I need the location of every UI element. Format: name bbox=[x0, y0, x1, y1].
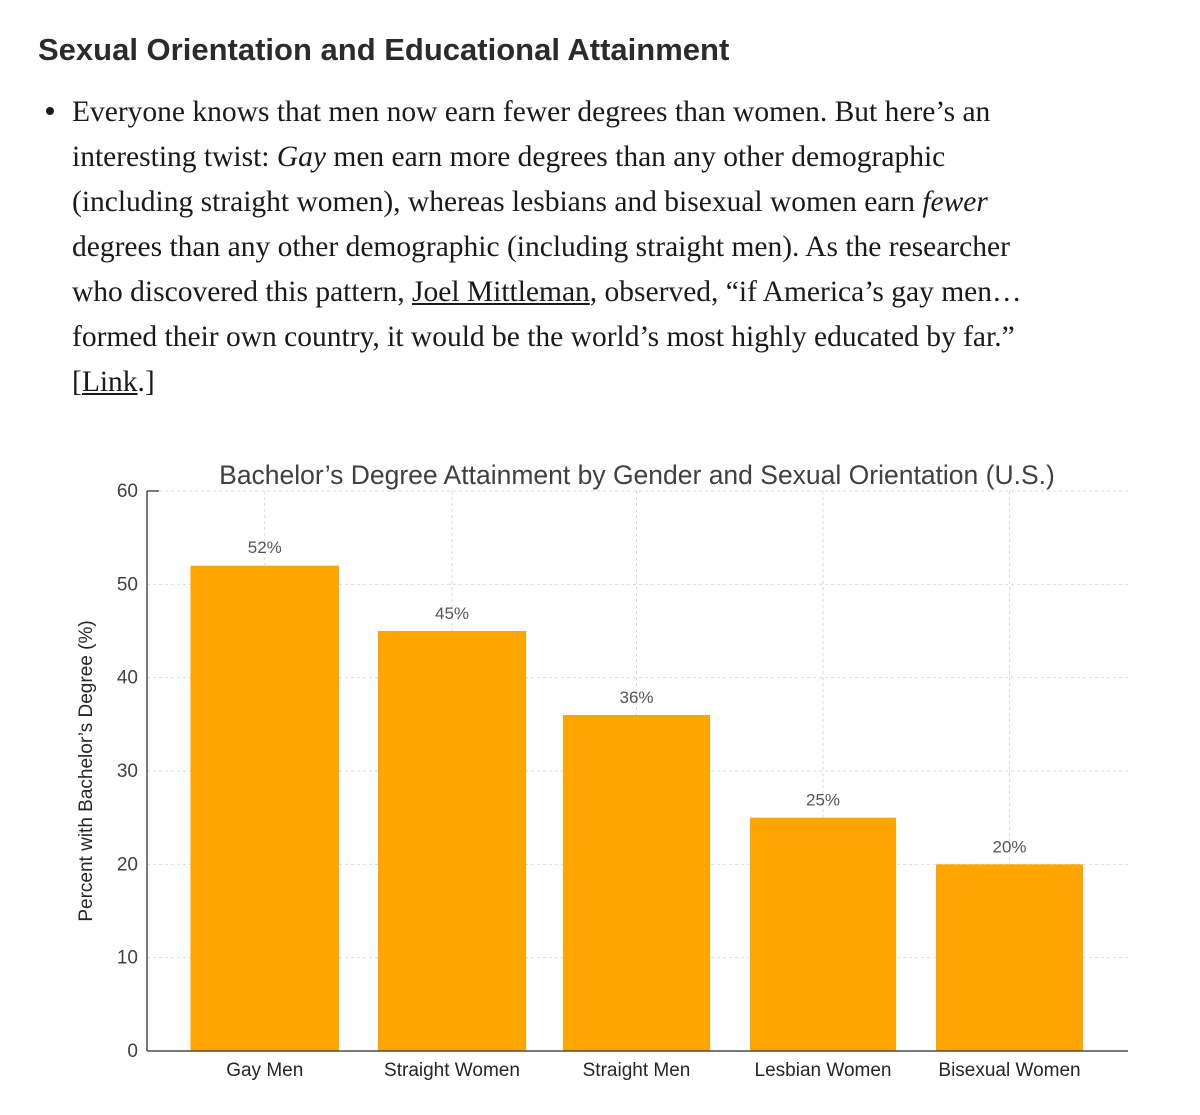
svg-text:36%: 36% bbox=[619, 688, 653, 707]
svg-text:25%: 25% bbox=[806, 791, 840, 810]
svg-text:40: 40 bbox=[117, 668, 138, 689]
svg-text:Straight Women: Straight Women bbox=[384, 1060, 520, 1081]
svg-text:30: 30 bbox=[117, 761, 138, 782]
svg-text:50: 50 bbox=[117, 574, 138, 595]
svg-text:10: 10 bbox=[117, 948, 138, 969]
svg-text:20%: 20% bbox=[992, 837, 1026, 856]
svg-text:Straight Men: Straight Men bbox=[583, 1060, 691, 1081]
svg-text:60: 60 bbox=[117, 481, 138, 502]
svg-text:Lesbian Women: Lesbian Women bbox=[755, 1060, 892, 1081]
svg-text:Bisexual Women: Bisexual Women bbox=[938, 1060, 1080, 1081]
svg-text:Percent with Bachelor’s Degree: Percent with Bachelor’s Degree (%) bbox=[76, 620, 97, 921]
svg-text:52%: 52% bbox=[248, 538, 282, 557]
svg-text:45%: 45% bbox=[435, 604, 469, 623]
svg-text:0: 0 bbox=[127, 1041, 138, 1062]
svg-text:Bachelor’s Degree Attainment b: Bachelor’s Degree Attainment by Gender a… bbox=[219, 460, 1055, 490]
svg-text:Gay Men: Gay Men bbox=[226, 1060, 303, 1081]
svg-text:20: 20 bbox=[117, 854, 138, 875]
